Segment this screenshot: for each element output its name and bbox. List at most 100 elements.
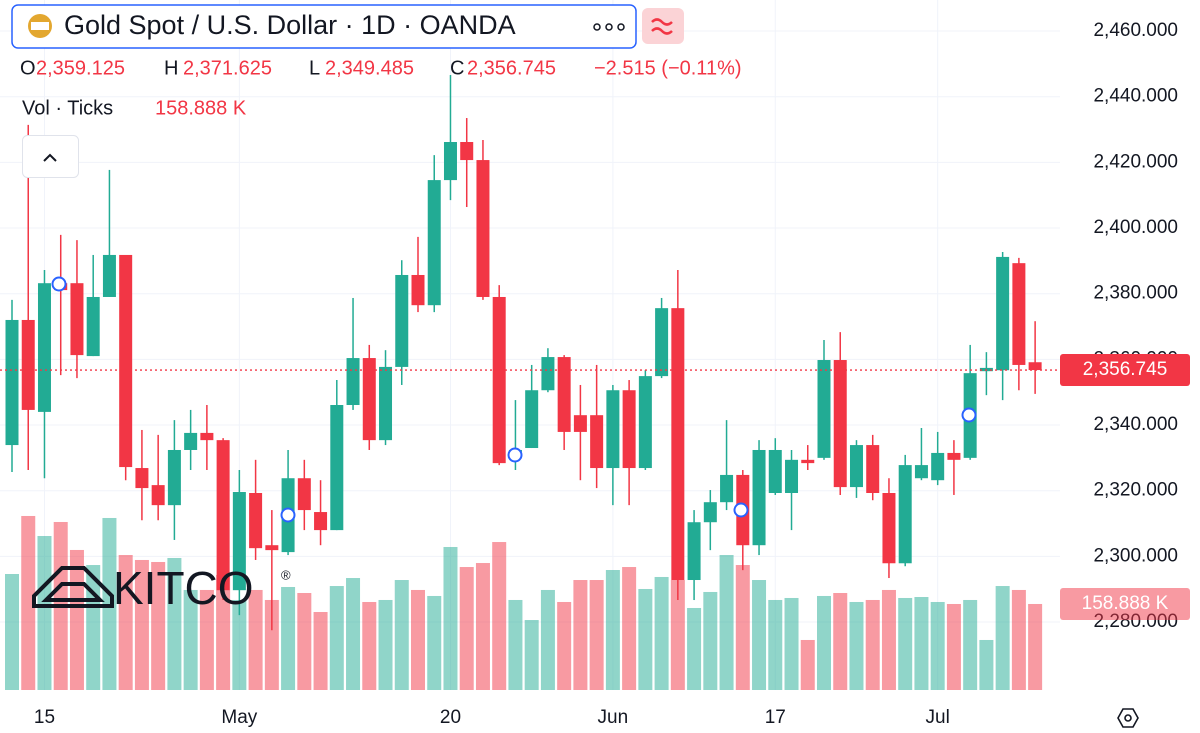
volume-bar bbox=[69, 549, 84, 690]
volume-bar bbox=[589, 580, 604, 690]
volume-bar bbox=[670, 580, 685, 690]
candle-body bbox=[232, 492, 246, 591]
volume-bar bbox=[1028, 603, 1043, 690]
candle-body bbox=[200, 432, 214, 441]
volume-bar bbox=[232, 599, 247, 690]
ohlc-value: 2,371.625 bbox=[183, 57, 272, 79]
candle-body bbox=[443, 142, 457, 181]
candle-body bbox=[801, 459, 815, 464]
volume-badge-label: 158.888 K bbox=[1082, 593, 1169, 614]
candle-body bbox=[265, 545, 279, 551]
candle-body bbox=[70, 283, 84, 356]
volume-bar bbox=[21, 515, 36, 690]
volume-bar bbox=[540, 589, 555, 690]
event-marker[interactable] bbox=[507, 447, 523, 463]
x-tick-label: May bbox=[221, 707, 257, 728]
ohlc-key: C bbox=[450, 57, 464, 79]
volume-bar bbox=[946, 603, 961, 690]
symbol-box[interactable] bbox=[11, 4, 637, 49]
collapse-icon bbox=[43, 153, 57, 162]
volume-bar bbox=[102, 517, 117, 690]
volume-bar bbox=[492, 542, 507, 690]
volume-bar bbox=[297, 593, 312, 690]
volume-bar bbox=[833, 593, 848, 690]
dot bbox=[617, 23, 625, 31]
candle-body bbox=[330, 405, 344, 531]
volume-bar bbox=[37, 536, 52, 690]
candle-body bbox=[703, 502, 717, 523]
volume-bar bbox=[849, 601, 864, 690]
candle-body bbox=[996, 256, 1010, 371]
candle-body bbox=[898, 465, 912, 564]
candle-body bbox=[346, 358, 360, 406]
candle-body bbox=[362, 358, 376, 441]
ohlc-key: O bbox=[20, 57, 36, 79]
volume-bar bbox=[914, 597, 929, 690]
volume-bar bbox=[735, 565, 750, 690]
event-marker[interactable] bbox=[280, 507, 296, 523]
candle-body bbox=[573, 415, 587, 432]
y-tick-label: 2,300.000 bbox=[1093, 545, 1178, 566]
candle-body bbox=[1012, 263, 1026, 365]
volume-bar bbox=[524, 620, 539, 690]
volume-bar bbox=[362, 601, 377, 690]
candle-body bbox=[184, 432, 198, 450]
volume-bar bbox=[459, 567, 474, 690]
candle-body bbox=[752, 449, 766, 546]
candle-body bbox=[102, 254, 116, 297]
volume-bar bbox=[281, 586, 296, 690]
candle-body bbox=[785, 459, 799, 493]
candle-body bbox=[119, 254, 133, 468]
event-marker[interactable] bbox=[51, 276, 67, 292]
volume-bar bbox=[378, 599, 393, 690]
volume-bar bbox=[703, 591, 718, 690]
settings-button[interactable] bbox=[1117, 708, 1139, 728]
volume-bar bbox=[248, 589, 263, 690]
volume-bar bbox=[167, 557, 182, 690]
candle-body bbox=[151, 485, 165, 506]
ohlc-value: 2,359.125 bbox=[36, 57, 125, 79]
watermark-logo bbox=[32, 566, 114, 608]
volume-bar bbox=[622, 567, 637, 690]
candle-body bbox=[768, 449, 782, 493]
volume-bar bbox=[995, 586, 1010, 690]
y-tick-label: 2,400.000 bbox=[1093, 217, 1178, 238]
candle-body bbox=[606, 390, 620, 469]
candle-body bbox=[882, 492, 896, 564]
candle-body bbox=[638, 376, 652, 469]
ohlc-key: H bbox=[164, 57, 178, 79]
volume-bar bbox=[979, 639, 994, 690]
volume-bar bbox=[800, 639, 815, 690]
volume-bar bbox=[151, 561, 166, 690]
symbol-icon-bar bbox=[31, 22, 49, 30]
last-price-badge bbox=[1060, 354, 1190, 387]
candle-body bbox=[86, 296, 100, 357]
candle-body bbox=[5, 319, 19, 446]
volume-bar bbox=[898, 597, 913, 690]
candle-body bbox=[931, 452, 945, 481]
compare-button[interactable] bbox=[642, 8, 684, 44]
ohlc-value: 2,356.745 bbox=[467, 57, 556, 79]
volume-bar bbox=[752, 580, 767, 690]
candle-body bbox=[249, 492, 263, 549]
candle-body bbox=[427, 180, 441, 306]
candle-body bbox=[21, 319, 35, 410]
candle-body bbox=[817, 360, 831, 458]
candle-body bbox=[1028, 362, 1042, 371]
candle-body bbox=[460, 142, 474, 161]
candle-body bbox=[622, 390, 636, 469]
event-marker[interactable] bbox=[733, 502, 749, 518]
y-tick-label: 2,440.000 bbox=[1093, 86, 1178, 107]
volume-value: 158.888 K bbox=[155, 97, 247, 119]
more-button[interactable] bbox=[593, 23, 625, 31]
volume-bar bbox=[475, 563, 490, 690]
watermark-text: KITCO bbox=[113, 562, 254, 614]
volume-bar bbox=[638, 588, 653, 690]
volume-bar bbox=[199, 589, 214, 690]
candle-body bbox=[866, 445, 880, 493]
candle-body bbox=[476, 160, 490, 297]
candle-body bbox=[671, 308, 685, 581]
event-marker[interactable] bbox=[961, 407, 977, 423]
symbol-title[interactable]: Gold Spot / U.S. Dollar · 1D · OANDA bbox=[64, 10, 516, 40]
